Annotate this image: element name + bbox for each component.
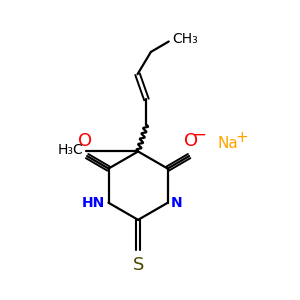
Text: S: S xyxy=(132,256,144,274)
Text: N: N xyxy=(171,196,182,210)
Text: O: O xyxy=(78,132,92,150)
Text: HN: HN xyxy=(82,196,105,210)
Text: −: − xyxy=(193,126,206,144)
Text: +: + xyxy=(235,130,248,145)
Text: Na: Na xyxy=(217,136,238,151)
Text: CH₃: CH₃ xyxy=(172,32,198,46)
Text: O: O xyxy=(184,132,199,150)
Text: H₃C: H₃C xyxy=(58,143,84,157)
